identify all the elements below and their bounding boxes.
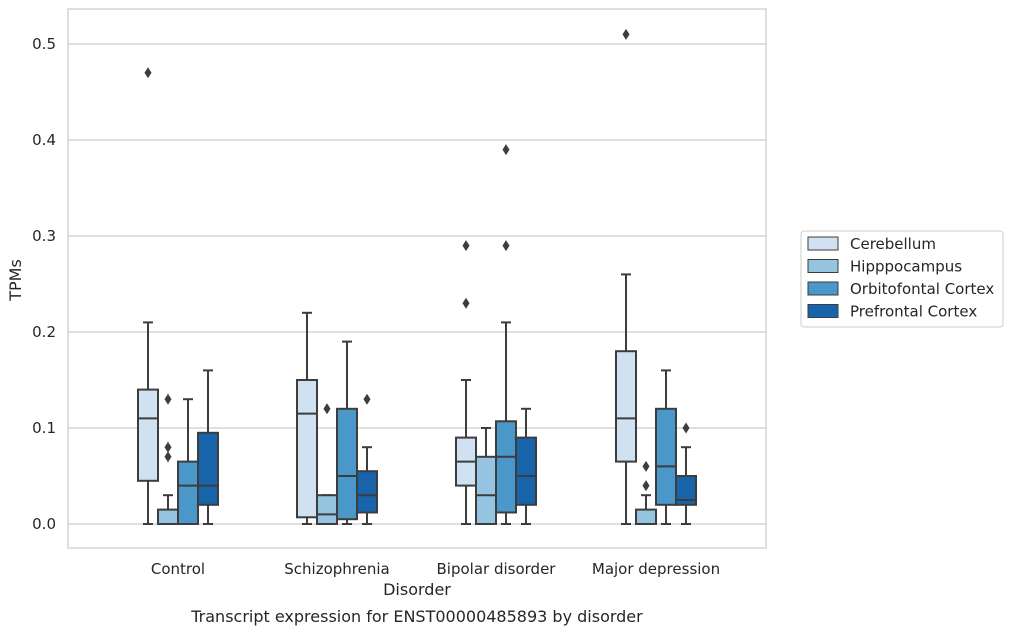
box-prefrontal-cortex [197, 369, 219, 525]
box-hipppocampus [475, 427, 497, 525]
box-body [615, 350, 637, 463]
legend-label: Orbitofontal Cortex [850, 280, 994, 298]
y-tick-labels: 0.0 0.1 0.2 0.3 0.4 0.5 [32, 35, 56, 533]
box-cerebellum [455, 240, 477, 525]
x-tick-label: Bipolar disorder [437, 560, 557, 578]
outlier-point [622, 28, 630, 40]
box-plot-series [137, 28, 697, 526]
box-hipppocampus [316, 403, 338, 526]
legend-label: Prefrontal Cortex [850, 303, 977, 321]
y-tick-label: 0.0 [32, 515, 56, 533]
box-body [157, 508, 179, 526]
outlier-point [642, 480, 650, 492]
outlier-point [682, 422, 690, 434]
box-prefrontal-cortex [675, 422, 697, 525]
legend-swatch [807, 281, 839, 296]
y-tick-label: 0.4 [32, 131, 56, 149]
box-body [356, 470, 378, 514]
box-cerebellum [137, 67, 159, 525]
y-tick-label: 0.1 [32, 419, 56, 437]
outlier-point [323, 403, 331, 415]
legend-item: Hipppocampus [807, 258, 962, 276]
chart-caption: Transcript expression for ENST0000048589… [190, 607, 643, 626]
box-body [137, 388, 159, 482]
box-body [177, 460, 199, 526]
y-tick-label: 0.5 [32, 35, 56, 53]
box-hipppocampus [635, 460, 657, 526]
x-tick-labels: Control Schizophrenia Bipolar disorder Majo… [151, 560, 720, 578]
y-axis-label: TPMs [6, 259, 25, 302]
box-body [655, 407, 677, 506]
box-hipppocampus [157, 393, 179, 526]
box-prefrontal-cortex [515, 407, 537, 525]
legend-label: Hipppocampus [850, 258, 962, 276]
outlier-point [144, 67, 152, 79]
box-orbitofontal-cortex [495, 144, 517, 525]
box-body [515, 436, 537, 506]
box-prefrontal-cortex [356, 393, 378, 525]
legend-swatch [807, 236, 839, 251]
outlier-point [164, 393, 172, 405]
outlier-point [164, 441, 172, 453]
box-orbitofontal-cortex [177, 398, 199, 526]
x-tick-label: Schizophrenia [284, 560, 389, 578]
box-body [197, 431, 219, 506]
box-body [296, 379, 318, 519]
y-tick-label: 0.2 [32, 323, 56, 341]
y-tick-label: 0.3 [32, 227, 56, 245]
x-tick-label: Control [151, 560, 205, 578]
box-body [635, 508, 657, 526]
box-body [475, 455, 497, 525]
legend-label: Cerebellum [850, 235, 936, 253]
outlier-point [462, 240, 470, 252]
outlier-point [462, 297, 470, 309]
box-orbitofontal-cortex [655, 369, 677, 525]
box-body [495, 420, 517, 514]
outlier-point [502, 144, 510, 156]
legend-swatch [807, 304, 839, 318]
outlier-point [642, 460, 650, 472]
box-cerebellum [296, 311, 318, 525]
box-body [316, 494, 338, 526]
box-body [336, 407, 358, 521]
legend-swatch [807, 259, 839, 273]
box-cerebellum [615, 28, 637, 525]
box-body [675, 475, 697, 506]
legend: Cerebellum Hipppocampus Orbitofontal Corte… [800, 230, 1004, 328]
outlier-point [164, 451, 172, 463]
x-axis-label: Disorder [383, 580, 451, 599]
legend-item: Cerebellum [807, 235, 936, 253]
plot-frame [67, 8, 767, 549]
x-tick-label: Major depression [592, 560, 720, 578]
legend-item: Orbitofontal Cortex [807, 280, 994, 298]
legend-frame [800, 230, 1004, 328]
outlier-point [363, 393, 371, 405]
outlier-point [502, 240, 510, 252]
legend-item: Prefrontal Cortex [807, 303, 977, 321]
box-orbitofontal-cortex [336, 340, 358, 525]
